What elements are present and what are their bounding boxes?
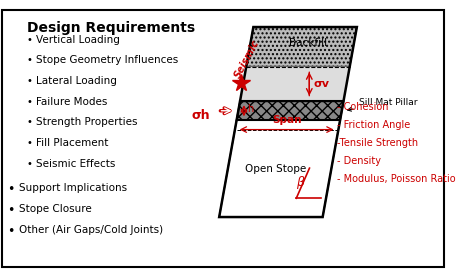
Text: •: •: [27, 35, 32, 45]
Text: Failure Modes: Failure Modes: [36, 97, 107, 107]
Text: Vertical Loading: Vertical Loading: [36, 35, 119, 45]
Text: •: •: [27, 138, 32, 148]
Text: σh: σh: [191, 109, 210, 122]
Text: - Cohesion: - Cohesion: [337, 102, 388, 112]
Text: σv: σv: [314, 79, 330, 89]
Text: - Modulus, Poisson Ratio: - Modulus, Poisson Ratio: [337, 174, 456, 184]
Text: Sill Mat Pillar: Sill Mat Pillar: [347, 98, 417, 111]
Polygon shape: [219, 120, 340, 217]
Text: Strength Properties: Strength Properties: [36, 117, 137, 127]
Polygon shape: [246, 27, 357, 66]
Text: Other (Air Gaps/Cold Joints): Other (Air Gaps/Cold Joints): [19, 225, 163, 235]
Text: - Friction Angle: - Friction Angle: [337, 120, 410, 130]
Text: •: •: [8, 183, 15, 196]
Text: Seismic: Seismic: [233, 39, 262, 80]
Text: •: •: [27, 55, 32, 65]
Text: Fill Placement: Fill Placement: [36, 138, 108, 148]
Text: -Tensile Strength: -Tensile Strength: [337, 138, 418, 148]
Text: Backfill: Backfill: [289, 38, 327, 48]
Text: β: β: [296, 176, 304, 189]
Text: •: •: [8, 204, 15, 217]
Text: •: •: [27, 117, 32, 127]
Text: - Density: - Density: [337, 156, 381, 166]
Text: Stope Geometry Influences: Stope Geometry Influences: [36, 55, 178, 65]
Text: Lateral Loading: Lateral Loading: [36, 76, 117, 86]
FancyBboxPatch shape: [2, 10, 444, 267]
Polygon shape: [240, 66, 350, 101]
Polygon shape: [237, 101, 344, 120]
Text: •: •: [27, 76, 32, 86]
Text: Stope Closure: Stope Closure: [19, 204, 91, 214]
Text: •: •: [27, 97, 32, 107]
Text: Open Stope: Open Stope: [245, 164, 306, 174]
Text: Support Implications: Support Implications: [19, 183, 127, 193]
Text: Design Requirements: Design Requirements: [27, 21, 195, 35]
Text: Span: Span: [272, 115, 301, 125]
Text: •: •: [27, 159, 32, 169]
Text: •: •: [8, 225, 15, 238]
Text: h: h: [247, 104, 253, 114]
Text: Seismic Effects: Seismic Effects: [36, 159, 115, 169]
